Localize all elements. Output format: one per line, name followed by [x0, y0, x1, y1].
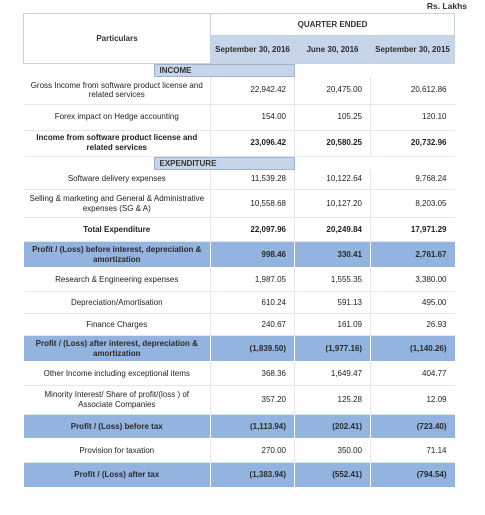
value-cell: 495.00	[370, 291, 455, 314]
value-cell: 8,203.05	[370, 189, 455, 218]
value-cell: 20,580.25	[294, 130, 371, 157]
table-row: Finance Charges 240.67 161.09 26.93	[23, 313, 455, 336]
value-cell: 154.00	[210, 104, 295, 131]
value-cell: (794.54)	[370, 462, 455, 488]
value-cell: 330.41	[294, 241, 371, 268]
value-cell: (1,977.16)	[294, 335, 371, 362]
table-row-highlight: Profit / (Loss) after interest, deprecia…	[23, 335, 455, 362]
row-label: Total Expenditure	[23, 217, 211, 242]
value-cell: 20,249.84	[294, 217, 371, 242]
value-cell: 610.24	[210, 291, 295, 314]
value-cell: 10,558.68	[210, 189, 295, 218]
currency-unit-label: Rs. Lakhs	[426, 1, 467, 11]
row-label: Minority Interest/ Share of profit/(loss…	[23, 385, 211, 415]
table-row-highlight: Profit / (Loss) before tax (1,113.94) (2…	[23, 414, 455, 439]
value-cell: 1,649.47	[294, 361, 371, 386]
row-label: Income from software product license and…	[23, 130, 211, 157]
value-cell: 20,612.86	[370, 77, 455, 105]
row-label: Forex impact on Hedge accounting	[23, 104, 211, 131]
value-cell: 161.09	[294, 313, 371, 336]
row-label: Other Income including exceptional items	[23, 361, 211, 386]
row-label: Gross Income from software product licen…	[23, 77, 211, 105]
column-header-jun-2016: June 30, 2016	[294, 35, 371, 64]
table-row: Minority Interest/ Share of profit/(loss…	[23, 385, 455, 415]
column-header-sep-2016: September 30, 2016	[210, 35, 295, 64]
value-cell: 1,555.35	[294, 267, 371, 292]
value-cell: 3,380.00	[370, 267, 455, 292]
value-cell: 10,122.64	[294, 169, 371, 190]
value-cell: 240.67	[210, 313, 295, 336]
value-cell: (202.41)	[294, 414, 371, 439]
row-label: Finance Charges	[23, 313, 211, 336]
row-label: Selling & marketing and General & Admini…	[23, 189, 211, 218]
value-cell: 10,127.20	[294, 189, 371, 218]
particulars-header: Particulars	[23, 13, 211, 64]
value-cell: 998.46	[210, 241, 295, 268]
value-cell: 71.14	[370, 438, 455, 463]
value-cell: (552.41)	[294, 462, 371, 488]
value-cell: 2,761.67	[370, 241, 455, 268]
value-cell: (723.40)	[370, 414, 455, 439]
quarterly-results-table: Particulars QUARTER ENDED September 30, …	[23, 13, 455, 488]
value-cell: 9,768.24	[370, 169, 455, 190]
quarter-ended-header: QUARTER ENDED	[210, 13, 455, 36]
table-row: Selling & marketing and General & Admini…	[23, 189, 455, 218]
value-cell: 20,475.00	[294, 77, 371, 105]
value-cell: 350.00	[294, 438, 371, 463]
value-cell: 125.28	[294, 385, 371, 415]
value-cell: 591.13	[294, 291, 371, 314]
value-cell: 1,987.05	[210, 267, 295, 292]
value-cell: 270.00	[210, 438, 295, 463]
table-row: Income from software product license and…	[23, 130, 455, 157]
value-cell: 26.93	[370, 313, 455, 336]
value-cell: 357.20	[210, 385, 295, 415]
row-label: Profit / (Loss) before tax	[23, 414, 211, 439]
section-expenditure: EXPENDITURE	[23, 156, 455, 170]
row-label: Provision for taxation	[23, 438, 211, 463]
table-row: Other Income including exceptional items…	[23, 361, 455, 386]
column-header-sep-2015: September 30, 2015	[370, 35, 455, 64]
value-cell: 404.77	[370, 361, 455, 386]
table-row: Forex impact on Hedge accounting 154.00 …	[23, 104, 455, 131]
value-cell: 20,732.96	[370, 130, 455, 157]
value-cell: 12.09	[370, 385, 455, 415]
value-cell: 105.25	[294, 104, 371, 131]
table-row: Research & Engineering expenses 1,987.05…	[23, 267, 455, 292]
value-cell: (1,383.94)	[210, 462, 295, 488]
value-cell: 22,097.96	[210, 217, 295, 242]
value-cell: 120.10	[370, 104, 455, 131]
value-cell: (1,140.26)	[370, 335, 455, 362]
value-cell: 11,539.28	[210, 169, 295, 190]
row-label: Profit / (Loss) after interest, deprecia…	[23, 335, 211, 362]
table-row-highlight: Profit / (Loss) before interest, depreci…	[23, 241, 455, 268]
table-row: Gross Income from software product licen…	[23, 77, 455, 105]
value-cell: (1,839.50)	[210, 335, 295, 362]
table-row: Depreciation/Amortisation 610.24 591.13 …	[23, 291, 455, 314]
table-row: Software delivery expenses 11,539.28 10,…	[23, 169, 455, 190]
value-cell: 17,971.29	[370, 217, 455, 242]
row-label: Profit / (Loss) after tax	[23, 462, 211, 488]
expenditure-section-label: EXPENDITURE	[153, 156, 295, 170]
table-row: Total Expenditure 22,097.96 20,249.84 17…	[23, 217, 455, 242]
row-label: Software delivery expenses	[23, 169, 211, 190]
value-cell: (1,113.94)	[210, 414, 295, 439]
value-cell: 22,942.42	[210, 77, 295, 105]
value-cell: 368.36	[210, 361, 295, 386]
row-label: Research & Engineering expenses	[23, 267, 211, 292]
value-cell: 23,096.42	[210, 130, 295, 157]
section-income: INCOME	[23, 64, 455, 77]
row-label: Depreciation/Amortisation	[23, 291, 211, 314]
table-row-highlight: Profit / (Loss) after tax (1,383.94) (55…	[23, 462, 455, 488]
table-row: Provision for taxation 270.00 350.00 71.…	[23, 438, 455, 463]
row-label: Profit / (Loss) before interest, depreci…	[23, 241, 211, 268]
income-section-label: INCOME	[153, 64, 295, 77]
